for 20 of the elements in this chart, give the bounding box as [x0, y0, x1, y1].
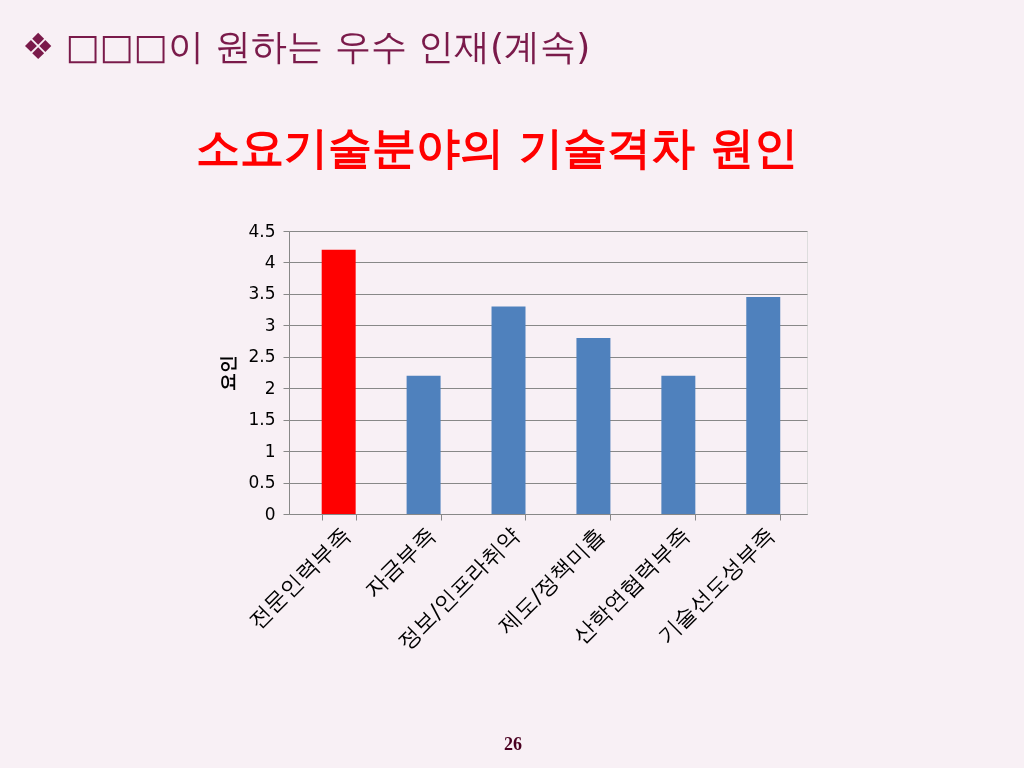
text: ❖ □□□이 원하는 우수 인재(계속) — [22, 26, 591, 67]
bar — [661, 375, 696, 514]
y-tick-label: 0 — [264, 503, 276, 524]
bar — [746, 297, 781, 514]
y-tick-label: 1 — [264, 440, 276, 461]
y-tick-label: 2 — [264, 377, 276, 398]
bar — [406, 375, 441, 514]
y-tick-label: 2.5 — [248, 346, 276, 367]
y-tick-label: 3 — [264, 314, 276, 335]
y-tick-label: 4 — [264, 251, 276, 272]
y-tick-label: 4.5 — [248, 220, 276, 241]
y-tick-label: 1.5 — [248, 409, 276, 430]
y-axis-title: 요인 — [217, 355, 239, 391]
bar — [491, 306, 526, 514]
y-tick-label: 0.5 — [248, 472, 276, 493]
y-tick-label: 3.5 — [248, 283, 276, 304]
bar — [576, 337, 611, 514]
text: 26 — [504, 734, 522, 754]
bar — [321, 249, 356, 514]
chart-title: 소요기술분야의 기술격차 원인 — [195, 122, 799, 173]
